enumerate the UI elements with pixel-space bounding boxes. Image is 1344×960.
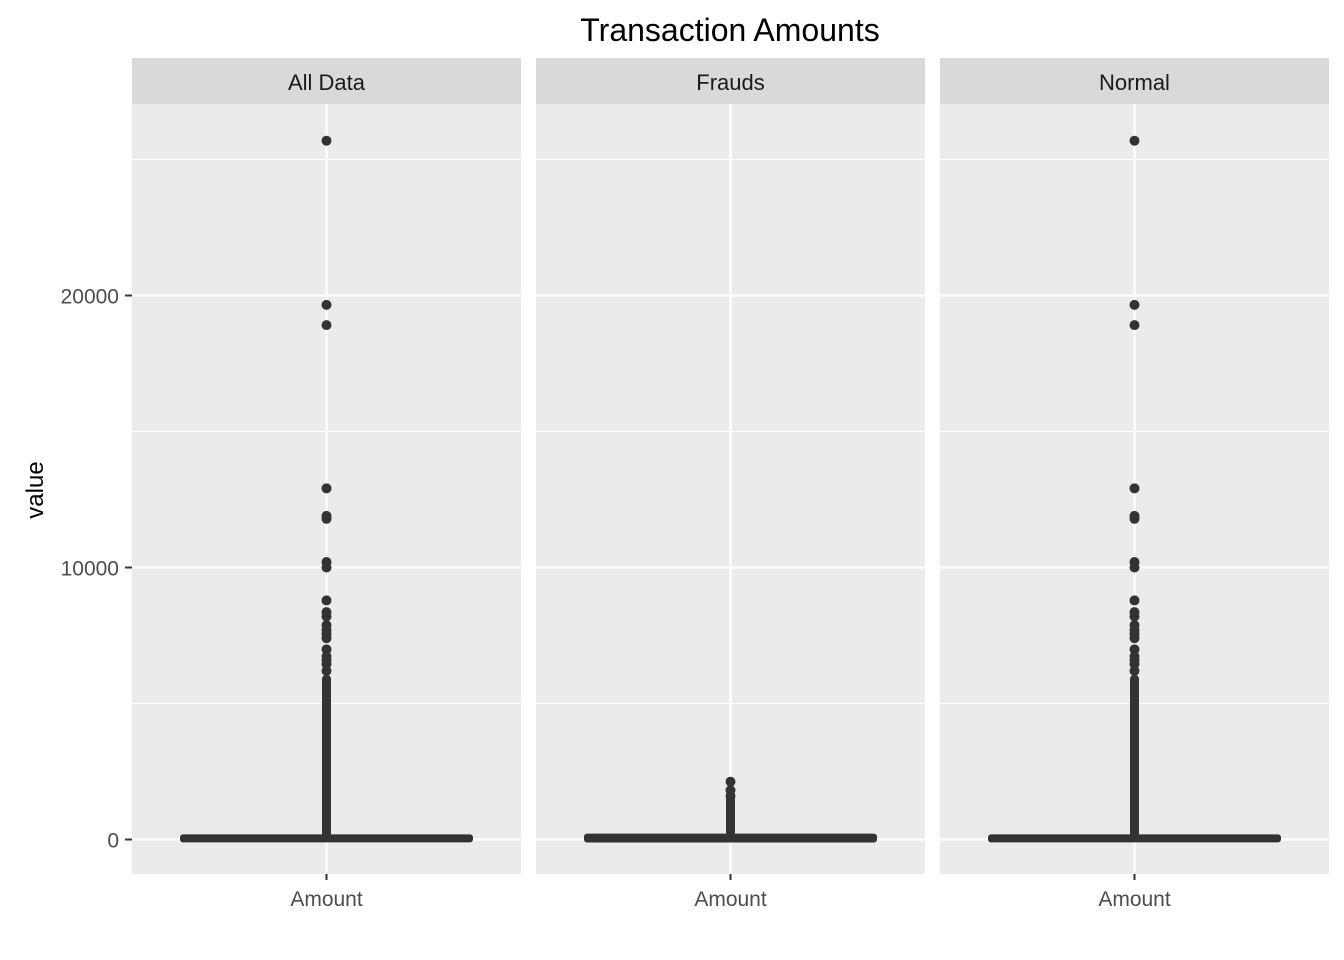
outlier-point — [321, 513, 332, 524]
outlier-point — [1129, 299, 1140, 310]
outlier-point — [725, 790, 736, 801]
outlier-point — [321, 299, 332, 310]
outlier-point — [321, 135, 332, 146]
facet-strip-label: Frauds — [696, 70, 764, 95]
facet-strip-label: Normal — [1099, 70, 1170, 95]
outlier-point — [321, 611, 332, 622]
facet-panel: All Data Amount — [132, 58, 521, 911]
outlier-point — [725, 776, 736, 787]
outlier-point — [321, 562, 332, 573]
outlier-point — [1129, 483, 1140, 494]
y-tick-label: 10000 — [61, 558, 119, 581]
x-tick-label: Amount — [1098, 888, 1171, 911]
outlier-point — [1129, 513, 1140, 524]
outlier-point — [1129, 665, 1140, 676]
chart-title: Transaction Amounts — [580, 12, 879, 48]
outlier-point — [321, 483, 332, 494]
facet-strip — [940, 58, 1329, 104]
x-tick-label: Amount — [694, 888, 767, 911]
facet-strip — [536, 58, 925, 104]
outlier-point — [321, 595, 332, 606]
facet-strip — [132, 58, 521, 104]
outlier-point — [1129, 644, 1140, 655]
outlier-point — [1129, 320, 1140, 331]
y-axis-title: value — [22, 461, 49, 518]
facet-panel: Normal Amount — [940, 58, 1329, 911]
facet-panels: All Data Amount Frauds Amount Normal Amount — [132, 58, 1329, 911]
outlier-point — [1129, 611, 1140, 622]
outlier-point — [1129, 135, 1140, 146]
y-tick-label: 0 — [107, 830, 119, 853]
outlier-point — [1129, 562, 1140, 573]
x-tick-label: Amount — [290, 888, 363, 911]
outlier-point — [1129, 595, 1140, 606]
facet-strip-label: All Data — [288, 70, 366, 95]
y-tick-label: 20000 — [61, 286, 119, 309]
outlier-point — [321, 320, 332, 331]
y-axis: 0 10000 20000 — [61, 286, 132, 853]
outlier-point — [1129, 633, 1140, 644]
facet-panel: Frauds Amount — [536, 58, 925, 911]
outlier-point — [321, 633, 332, 644]
outlier-point — [321, 665, 332, 676]
outlier-point — [321, 644, 332, 655]
